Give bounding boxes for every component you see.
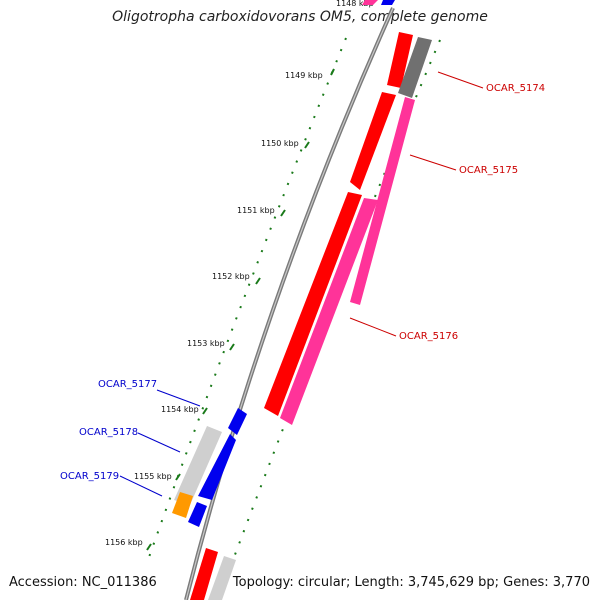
tick-label-1155: 1155 kbp	[134, 472, 172, 481]
gene-ocar-5179-orange	[172, 492, 193, 518]
gene-ocar-5179-blue	[188, 502, 207, 527]
map-title: Oligotropha carboxidovorans OM5, complet…	[112, 9, 488, 25]
tick-label-1153: 1153 kbp	[187, 339, 225, 348]
gene-ocar-5175-pink	[350, 97, 415, 305]
gene-block-top-pink	[362, 0, 378, 5]
forward-leader-lines	[349, 71, 484, 337]
gene-ocar-5178-blue	[198, 434, 236, 500]
backbone-outer	[184, 7, 395, 600]
tick-label-1150: 1150 kbp	[261, 139, 299, 148]
reverse-leader-lines	[119, 389, 201, 497]
gene-label-ocar-5177: OCAR_5177	[98, 379, 157, 390]
gene-bottom-red	[190, 548, 218, 600]
major-ticks	[146, 68, 335, 551]
tick-label-1148: 1148 kbp	[336, 0, 374, 8]
gene-label-ocar-5174: OCAR_5174	[486, 83, 545, 94]
gene-label-ocar-5176: OCAR_5176	[399, 331, 458, 342]
gene-label-ocar-5175: OCAR_5175	[459, 165, 518, 176]
backbone-inner	[185, 7, 394, 600]
tick-label-1149: 1149 kbp	[285, 71, 323, 80]
inner-tick-track	[147, 37, 347, 561]
genome-summary-text: Topology: circular; Length: 3,745,629 bp…	[232, 575, 590, 590]
gene-block-top-blue	[381, 0, 395, 5]
gene-ocar-5174-b	[398, 37, 432, 98]
gene-ocar-5177	[228, 408, 247, 435]
gene-ocar-5178-gray	[174, 426, 222, 505]
gene-ocar-5176-pink	[280, 198, 378, 425]
tick-label-1152: 1152 kbp	[212, 272, 250, 281]
gene-label-ocar-5179: OCAR_5179	[60, 471, 119, 482]
gene-bottom-gray	[208, 556, 236, 600]
accession-text: Accession: NC_011386	[9, 575, 157, 590]
tick-label-1156: 1156 kbp	[105, 538, 143, 547]
tick-label-1151: 1151 kbp	[237, 206, 275, 215]
gene-ocar-5175-red	[350, 92, 396, 190]
tick-label-1154: 1154 kbp	[161, 405, 199, 414]
gene-ocar-5176-red	[264, 192, 362, 416]
gene-label-ocar-5178: OCAR_5178	[79, 427, 138, 438]
gene-ocar-5174-a	[387, 32, 413, 88]
